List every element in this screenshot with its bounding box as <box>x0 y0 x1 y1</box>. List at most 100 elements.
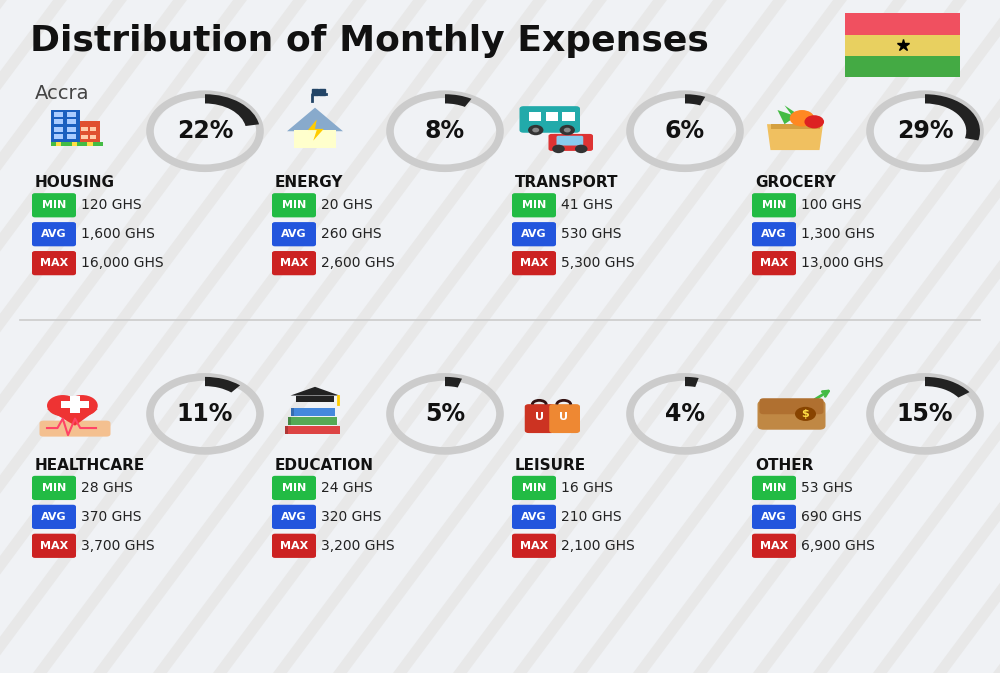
Text: MIN: MIN <box>42 483 66 493</box>
FancyBboxPatch shape <box>546 112 558 120</box>
FancyBboxPatch shape <box>32 534 76 558</box>
FancyBboxPatch shape <box>67 135 76 139</box>
FancyBboxPatch shape <box>79 120 100 143</box>
Text: 13,000 GHS: 13,000 GHS <box>801 256 884 270</box>
Text: 16,000 GHS: 16,000 GHS <box>81 256 164 270</box>
FancyBboxPatch shape <box>549 404 580 433</box>
Text: AVG: AVG <box>761 512 787 522</box>
Text: EDUCATION: EDUCATION <box>275 458 374 472</box>
Text: 3,200 GHS: 3,200 GHS <box>321 539 395 553</box>
FancyBboxPatch shape <box>512 505 556 529</box>
Text: AVG: AVG <box>761 229 787 239</box>
Text: MIN: MIN <box>522 483 546 493</box>
Text: HOUSING: HOUSING <box>35 175 115 190</box>
Text: MAX: MAX <box>280 541 308 551</box>
Circle shape <box>790 110 814 127</box>
FancyBboxPatch shape <box>770 124 820 129</box>
Circle shape <box>575 145 588 153</box>
FancyBboxPatch shape <box>752 251 796 275</box>
FancyBboxPatch shape <box>512 476 556 500</box>
Text: AVG: AVG <box>281 512 307 522</box>
Text: MIN: MIN <box>282 201 306 210</box>
Text: HEALTHCARE: HEALTHCARE <box>35 458 145 472</box>
Text: U: U <box>559 413 568 423</box>
Text: 6,900 GHS: 6,900 GHS <box>801 539 875 553</box>
FancyBboxPatch shape <box>61 401 89 408</box>
Text: 1,600 GHS: 1,600 GHS <box>81 227 155 241</box>
FancyBboxPatch shape <box>54 119 63 125</box>
Wedge shape <box>445 94 471 107</box>
FancyBboxPatch shape <box>548 134 593 151</box>
Text: 24 GHS: 24 GHS <box>321 481 373 495</box>
Text: 29%: 29% <box>897 119 953 143</box>
FancyBboxPatch shape <box>56 142 61 146</box>
Text: Accra: Accra <box>35 84 90 103</box>
Circle shape <box>564 128 571 133</box>
Wedge shape <box>205 377 240 392</box>
Wedge shape <box>925 94 980 141</box>
FancyBboxPatch shape <box>32 251 76 275</box>
Text: 100 GHS: 100 GHS <box>801 199 862 212</box>
Circle shape <box>552 145 565 153</box>
FancyBboxPatch shape <box>752 505 796 529</box>
Text: MAX: MAX <box>40 541 68 551</box>
FancyBboxPatch shape <box>556 136 583 145</box>
Polygon shape <box>778 106 798 125</box>
Text: 690 GHS: 690 GHS <box>801 510 862 524</box>
Text: OTHER: OTHER <box>755 458 813 472</box>
FancyBboxPatch shape <box>752 193 796 217</box>
Wedge shape <box>925 377 969 398</box>
Text: TRANSPORT: TRANSPORT <box>515 175 618 190</box>
FancyBboxPatch shape <box>512 193 556 217</box>
FancyBboxPatch shape <box>512 534 556 558</box>
Text: AVG: AVG <box>41 229 67 239</box>
FancyBboxPatch shape <box>87 142 93 146</box>
Text: 8%: 8% <box>425 119 465 143</box>
Text: U: U <box>535 413 544 423</box>
Text: LEISURE: LEISURE <box>515 458 586 472</box>
Text: MAX: MAX <box>760 258 788 268</box>
FancyBboxPatch shape <box>90 135 96 139</box>
FancyBboxPatch shape <box>845 35 960 56</box>
FancyBboxPatch shape <box>272 476 316 500</box>
FancyBboxPatch shape <box>32 193 76 217</box>
Wedge shape <box>205 94 259 126</box>
FancyBboxPatch shape <box>291 409 294 416</box>
Circle shape <box>795 406 816 421</box>
FancyBboxPatch shape <box>70 396 80 413</box>
Polygon shape <box>290 387 340 396</box>
Text: $: $ <box>802 409 809 419</box>
FancyBboxPatch shape <box>272 222 316 246</box>
Wedge shape <box>685 94 705 106</box>
Text: 370 GHS: 370 GHS <box>81 510 142 524</box>
FancyBboxPatch shape <box>520 106 580 133</box>
Circle shape <box>560 125 575 135</box>
Wedge shape <box>445 377 462 388</box>
Text: AVG: AVG <box>41 512 67 522</box>
Text: MAX: MAX <box>760 541 788 551</box>
Polygon shape <box>287 108 343 131</box>
Text: ENERGY: ENERGY <box>275 175 344 190</box>
Text: MAX: MAX <box>280 258 308 268</box>
Text: GROCERY: GROCERY <box>755 175 836 190</box>
Text: MIN: MIN <box>762 201 786 210</box>
FancyBboxPatch shape <box>272 251 316 275</box>
Text: MAX: MAX <box>40 258 68 268</box>
FancyBboxPatch shape <box>90 127 96 131</box>
FancyBboxPatch shape <box>32 222 76 246</box>
FancyBboxPatch shape <box>67 119 76 125</box>
FancyBboxPatch shape <box>54 127 63 132</box>
FancyBboxPatch shape <box>40 421 111 437</box>
Text: 2,100 GHS: 2,100 GHS <box>561 539 635 553</box>
FancyBboxPatch shape <box>760 398 823 414</box>
Text: 210 GHS: 210 GHS <box>561 510 622 524</box>
Text: 28 GHS: 28 GHS <box>81 481 133 495</box>
Text: 20 GHS: 20 GHS <box>321 199 373 212</box>
FancyBboxPatch shape <box>32 476 76 500</box>
FancyBboxPatch shape <box>296 396 334 402</box>
Text: 41 GHS: 41 GHS <box>561 199 613 212</box>
FancyBboxPatch shape <box>291 409 335 416</box>
Text: 22%: 22% <box>177 119 233 143</box>
Text: 3,700 GHS: 3,700 GHS <box>81 539 155 553</box>
Text: 53 GHS: 53 GHS <box>801 481 853 495</box>
